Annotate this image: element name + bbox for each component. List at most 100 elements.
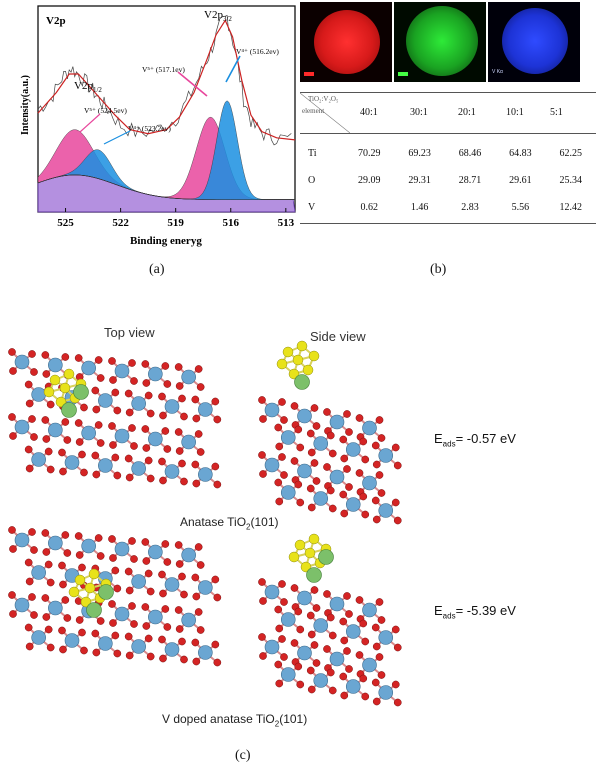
oxygen-atom [213,593,222,602]
titanium-atom [378,448,394,463]
oxygen-atom [42,613,51,621]
top-view-structure-1 [8,348,222,489]
titanium-atom [378,685,394,700]
titanium-atom [280,430,296,445]
sulfur-atom [308,350,320,362]
oxygen-atom [159,589,167,598]
caption-row1: Anatase TiO2(101) [180,515,279,532]
value-cell: 1.46 [410,202,429,213]
oxygen-atom [28,350,36,358]
oxygen-atom [46,578,55,587]
oxygen-atom [259,470,267,478]
oxygen-atom [326,613,335,622]
oxygen-atom [158,635,166,644]
oxygen-atom [339,672,348,681]
oxygen-atom [375,416,384,424]
oxygen-atom [192,479,201,488]
table-header: TiO₂:V₂O₅ element 40:1 30:1 20:1 10:1 5:… [300,93,596,133]
oxygen-atom [61,596,70,604]
ti-map-blob [314,10,380,74]
oxygen-atom [142,622,151,630]
oxygen-atom [158,392,166,401]
oxygen-atom [178,459,186,468]
titanium-atom [181,369,196,385]
oxygen-atom [75,616,84,624]
titanium-atom [164,464,180,479]
oxygen-atom [42,435,51,443]
oxygen-atom [307,448,316,457]
x-tick-label: 513 [278,217,295,229]
oxygen-atom [163,623,172,631]
oxygen-atom [280,653,288,661]
oxygen-atom [294,480,303,489]
ratio-4: 10:1 [506,107,524,118]
value-cell: 0.62 [360,202,378,213]
oxygen-atom [25,464,34,473]
oxygen-atom [58,561,66,570]
oxygen-atom [74,354,83,362]
oxygen-atom [196,383,205,391]
oxygen-atom [213,415,222,424]
oxygen-atom [91,451,100,460]
fit-envelope-line [37,19,296,141]
oxygen-atom [124,632,133,641]
titanium-atom [48,422,63,438]
oxygen-atom [175,625,184,633]
vanadium-atom [98,584,114,600]
oxygen-atom [146,652,155,661]
oxygen-atom [61,353,70,361]
oxygen-atom [61,418,70,426]
oxygen-atom [258,451,266,459]
oxygen-atom [192,657,201,666]
titanium-atom [362,420,377,436]
titanium-atom [164,399,180,414]
oxygen-atom [355,469,364,477]
oxygen-atom [391,498,400,507]
eds-map-ti [300,2,392,82]
corner-label: V2p [46,15,66,27]
ratio-1: 40:1 [360,107,378,118]
oxygen-atom [175,560,184,568]
oxygen-atom [278,453,286,461]
titanium-atom [329,414,345,430]
header-corner-bottom: element [302,107,325,115]
oxygen-atom [194,365,203,373]
oxygen-atom [310,586,319,594]
oxygen-atom [125,408,134,417]
oxygen-atom [355,596,364,604]
titanium-atom [81,360,96,376]
oxygen-atom [96,374,105,382]
value-cell: 28.71 [458,175,482,186]
oxygen-atom [372,697,381,706]
table-header-rule [300,133,596,134]
titanium-atom [114,606,130,622]
eds-map-o [394,2,486,82]
vanadium-atom [306,567,322,583]
panel-c-label: (c) [235,748,251,763]
oxygen-atom [96,617,105,625]
oxygen-atom [28,593,36,601]
oxygen-atom [343,592,351,600]
titanium-atom [313,618,329,633]
oxygen-atom [180,412,188,421]
oxygen-atom [175,447,184,455]
titanium-atom [48,357,63,373]
titanium-atom [297,590,312,606]
titanium-atom [264,639,280,655]
oxygen-atom [343,647,351,655]
oxygen-atom [196,626,205,634]
titanium-atom [264,402,280,418]
titanium-atom [114,428,130,444]
titanium-atom [181,434,196,450]
titanium-atom [362,602,377,618]
oxygen-atom [24,558,33,567]
oxygen-atom [211,462,220,471]
top-view-title: Top view [104,325,155,340]
arrow-v4-516 [225,55,241,83]
oxygen-atom [130,620,138,628]
header-diagonal [300,93,350,133]
value-cell: 29.61 [509,175,532,186]
oxygen-atom [111,631,120,640]
titanium-atom [131,639,146,654]
oxygen-atom [94,534,103,542]
